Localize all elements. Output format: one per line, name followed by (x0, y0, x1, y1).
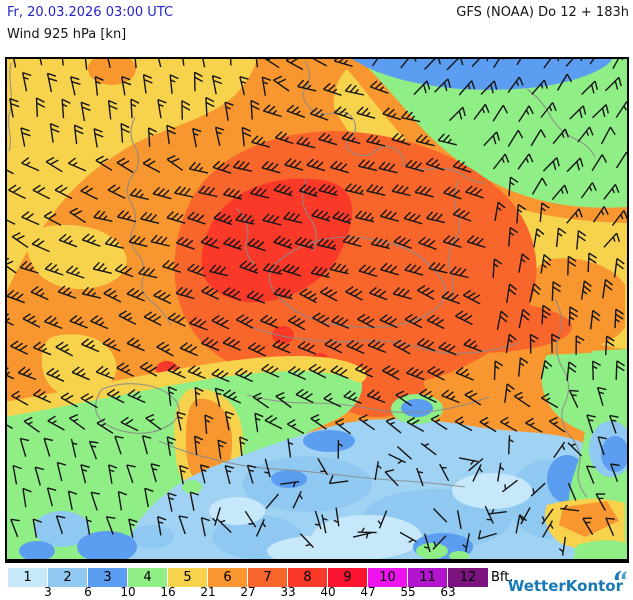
model-run-label: GFS (NOAA) Do 12 + 183h (456, 5, 629, 20)
knot-boundary-label: 47 (360, 585, 376, 599)
wetterkontor-logo[interactable]: WetterKontor (507, 577, 623, 595)
knot-boundary-label: 33 (280, 585, 296, 599)
legend-cell: 2 (48, 568, 88, 587)
knot-boundary-label: 40 (320, 585, 336, 599)
legend-cell: 3 (88, 568, 128, 587)
legend-cell: 4 (128, 568, 168, 587)
legend-cell: 11 (408, 568, 448, 587)
wetterkontor-logo-icon (614, 571, 627, 580)
legend-cell: 9 (328, 568, 368, 587)
legend-cell: 6 (208, 568, 248, 587)
knot-boundary-label: 16 (160, 585, 176, 599)
beaufort-color-scale: 1 2 3 4 5 6 7 8 9 10 11 12 (8, 568, 488, 587)
beaufort-unit-label: Bft. (491, 570, 514, 585)
wind-field-graphic (7, 59, 627, 559)
knot-boundary-label: 55 (400, 585, 416, 599)
knot-boundary-label: 63 (440, 585, 456, 599)
knot-boundary-label: 10 (120, 585, 136, 599)
legend-cell: 10 (368, 568, 408, 587)
legend-cell: 5 (168, 568, 208, 587)
legend-cell: 1 (8, 568, 48, 587)
legend-cell: 12 (448, 568, 488, 587)
legend-cell: 7 (248, 568, 288, 587)
knot-boundary-label: 21 (200, 585, 216, 599)
parameter-label: Wind 925 hPa [kn] (7, 27, 127, 42)
wind-map-canvas (5, 57, 629, 563)
legend-cell: 8 (288, 568, 328, 587)
forecast-datetime: Fr, 20.03.2026 03:00 UTC (7, 5, 174, 20)
knot-boundary-label: 3 (44, 585, 52, 599)
knot-boundary-label: 27 (240, 585, 256, 599)
knot-boundary-label: 6 (84, 585, 92, 599)
